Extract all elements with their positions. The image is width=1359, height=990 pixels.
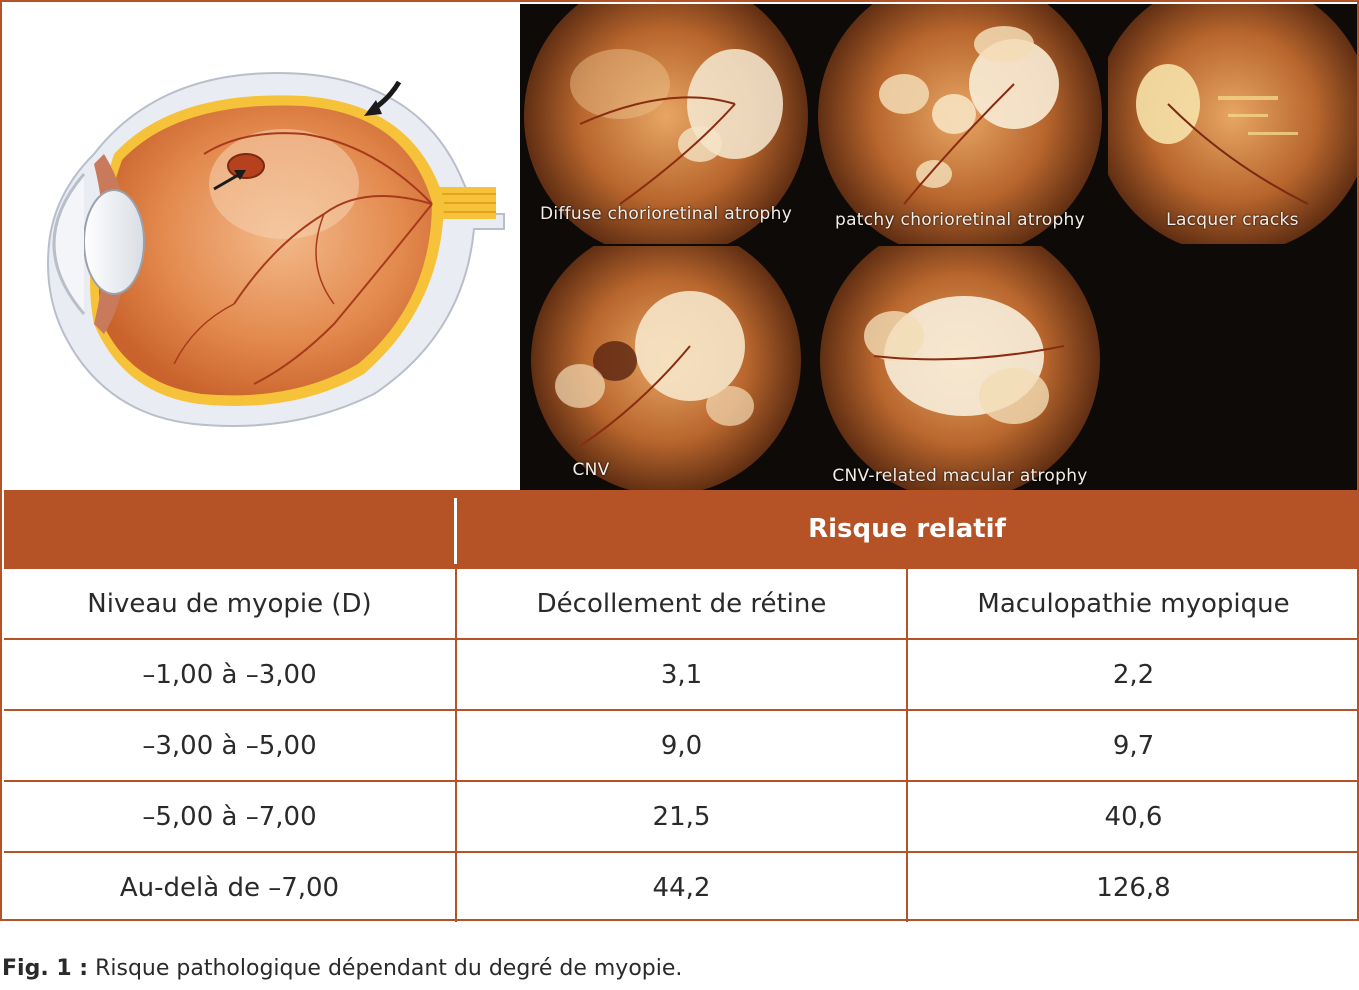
fundus-patchy-atrophy: patchy chorioretinal atrophy: [814, 4, 1106, 244]
table-cell: 2,2: [1112, 659, 1155, 690]
table-cell: –1,00 à –3,00: [4, 640, 457, 709]
fundus-photo-panel: Diffuse chorioretinal atrophy patchy cho…: [520, 4, 1357, 490]
caption-label: Fig. 1 :: [2, 956, 89, 981]
column-header: Niveau de myopie (D): [4, 569, 457, 638]
fundus-cnv: CNV: [520, 246, 812, 490]
table-cell: 126,8: [1096, 872, 1171, 903]
figure-frame: Diffuse chorioretinal atrophy patchy cho…: [0, 0, 1359, 923]
fundus-lacquer-cracks: Lacquer cracks: [1108, 4, 1357, 244]
fundus-label: Lacquer cracks: [1166, 210, 1299, 230]
caption-text: Risque pathologique dépendant du degré d…: [88, 956, 683, 981]
table-cell: 9,0: [457, 711, 908, 780]
table-row: Au-delà de –7,00 44,2 126,8: [4, 851, 1359, 922]
table-cell: 40,6: [1104, 801, 1163, 832]
table-header-band: [4, 490, 1359, 567]
table-row: –1,00 à –3,00 3,1 2,2: [4, 638, 1359, 709]
column-header: Maculopathie myopique: [977, 588, 1290, 619]
table-cell: 9,7: [1112, 730, 1155, 761]
header-divider: [454, 498, 457, 564]
fundus-label: patchy chorioretinal atrophy: [834, 210, 1085, 230]
table-cell: Au-delà de –7,00: [4, 853, 457, 922]
table-row: –5,00 à –7,00 21,5 40,6: [4, 780, 1359, 851]
column-header: Décollement de rétine: [457, 569, 908, 638]
table-cell: 21,5: [457, 782, 908, 851]
table-cell: –5,00 à –7,00: [4, 782, 457, 851]
table-column-headers: Niveau de myopie (D) Décollement de réti…: [4, 567, 1359, 638]
table-cell: –3,00 à –5,00: [4, 711, 457, 780]
table-cell: 3,1: [457, 640, 908, 709]
table-row: –3,00 à –5,00 9,0 9,7: [4, 709, 1359, 780]
figure-caption: Fig. 1 : Risque pathologique dépendant d…: [2, 956, 682, 981]
fundus-label: CNV-related macular atrophy: [832, 466, 1088, 486]
fundus-label: CNV: [572, 460, 610, 480]
fundus-label: Diffuse chorioretinal atrophy: [539, 204, 793, 224]
risk-table: Risque relatif Niveau de myopie (D) Déco…: [2, 490, 1359, 923]
fundus-diffuse-atrophy: Diffuse chorioretinal atrophy: [520, 4, 812, 244]
fundus-cnv-macular-atrophy: CNV-related macular atrophy: [814, 246, 1106, 490]
group-header: Risque relatif: [808, 513, 1006, 544]
table-cell: 44,2: [457, 853, 908, 922]
eye-cross-section-illustration: [4, 4, 520, 490]
